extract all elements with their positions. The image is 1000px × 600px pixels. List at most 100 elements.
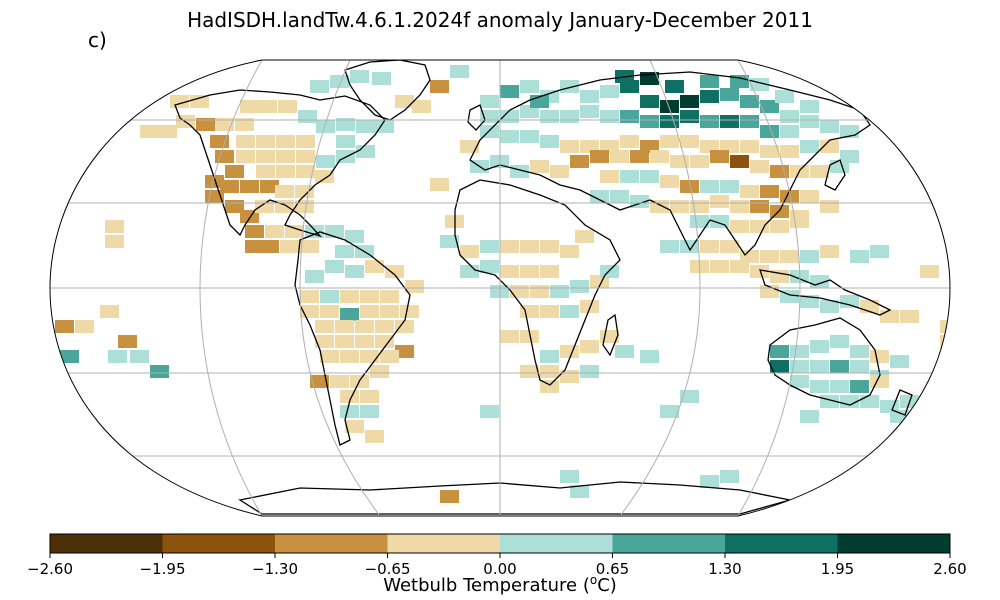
anomaly-cell: [640, 170, 659, 183]
anomaly-cell: [615, 345, 634, 358]
anomaly-cell: [620, 80, 639, 93]
anomaly-cell: [570, 485, 589, 498]
anomaly-cell: [800, 140, 819, 153]
anomaly-cell: [256, 150, 275, 163]
anomaly-cell: [700, 180, 719, 193]
anomaly-cell: [355, 320, 374, 333]
anomaly-cell: [335, 320, 354, 333]
anomaly-cell: [360, 405, 379, 418]
anomaly-cell: [820, 140, 839, 153]
anomaly-cell: [276, 135, 295, 148]
anomaly-cell: [660, 175, 679, 188]
coastline: [759, 269, 892, 316]
anomaly-cell: [540, 350, 559, 363]
anomaly-cell: [830, 335, 849, 348]
anomaly-cell: [700, 115, 719, 128]
anomaly-cell: [520, 265, 539, 278]
anomaly-cell: [215, 118, 234, 131]
anomaly-cell: [580, 365, 599, 378]
colorbar-tick-label: 0.65: [596, 560, 629, 578]
anomaly-cell: [285, 225, 304, 238]
anomaly-cell: [710, 150, 729, 163]
anomaly-cell: [395, 320, 414, 333]
anomaly-cell: [660, 115, 679, 128]
anomaly-cell: [900, 310, 919, 323]
anomaly-cell: [610, 150, 629, 163]
anomaly-cell: [380, 350, 399, 363]
anomaly-cell: [665, 80, 684, 93]
anomaly-cell: [560, 470, 579, 483]
anomaly-cell: [100, 305, 119, 318]
colorbar-tick-label: −0.65: [365, 560, 411, 578]
anomaly-cell: [105, 220, 124, 233]
anomaly-cell: [590, 150, 609, 163]
anomaly-cell: [840, 150, 859, 163]
anomaly-cell: [630, 150, 649, 163]
anomaly-cell: [430, 80, 449, 93]
anomaly-cell: [520, 240, 539, 253]
anomaly-cell: [330, 75, 349, 88]
colorbar-tick-label: 1.95: [821, 560, 854, 578]
anomaly-cell: [108, 350, 127, 363]
anomaly-cell: [296, 150, 315, 163]
anomaly-cell: [810, 380, 829, 393]
anomaly-cell: [660, 100, 679, 113]
anomaly-cell: [600, 140, 619, 153]
anomaly-cell: [750, 265, 769, 278]
anomaly-cell: [540, 135, 559, 148]
anomaly-cell: [240, 100, 259, 113]
anomaly-cell: [345, 230, 364, 243]
anomaly-cell: [850, 360, 869, 373]
anomaly-cell: [460, 265, 479, 278]
anomaly-cell: [580, 340, 599, 353]
coastline: [454, 179, 621, 386]
anomaly-cell: [440, 235, 459, 248]
anomaly-cell: [740, 250, 759, 263]
anomaly-cell: [730, 155, 749, 168]
anomaly-cell: [258, 100, 277, 113]
anomaly-cell: [540, 365, 559, 378]
anomaly-cell: [820, 300, 839, 313]
anomaly-cell: [356, 145, 375, 158]
anomaly-cell: [350, 70, 369, 83]
anomaly-cell: [720, 240, 739, 253]
anomaly-cell: [520, 80, 539, 93]
anomaly-cell: [340, 308, 359, 321]
colorbar-swatch: [387, 534, 500, 553]
anomaly-cell: [60, 350, 79, 363]
anomaly-cell: [380, 305, 399, 318]
anomaly-cell: [118, 335, 137, 348]
anomaly-cell: [780, 145, 799, 158]
longitude-line: [737, 60, 801, 516]
anomaly-cell: [480, 240, 499, 253]
colorbar-tick-label: 1.30: [708, 560, 741, 578]
anomaly-cell: [256, 165, 275, 178]
anomaly-cell: [340, 290, 359, 303]
coastline: [891, 389, 913, 416]
anomaly-cell: [800, 115, 819, 128]
anomaly-cell: [920, 265, 939, 278]
anomaly-cell: [590, 275, 609, 288]
anomaly-cell: [800, 190, 819, 203]
anomaly-cell: [700, 475, 719, 488]
anomaly-cell: [820, 245, 839, 258]
anomaly-cell: [720, 180, 739, 193]
colorbar-swatch: [500, 534, 613, 553]
anomaly-cell: [760, 100, 779, 113]
anomaly-cell: [240, 180, 259, 193]
anomaly-cell: [370, 365, 389, 378]
anomaly-cell: [310, 375, 329, 388]
anomaly-cell: [680, 180, 699, 193]
anomaly-cell: [770, 345, 789, 358]
anomaly-cell: [300, 240, 319, 253]
anomaly-cell: [240, 210, 259, 223]
anomaly-cell: [540, 240, 559, 253]
anomaly-cell: [520, 130, 539, 143]
anomaly-cell: [275, 185, 294, 198]
anomaly-cell: [760, 185, 779, 198]
colorbar-label-super: o: [589, 573, 598, 587]
anomaly-cell: [325, 260, 344, 273]
anomaly-cell: [520, 305, 539, 318]
anomaly-cell: [560, 80, 579, 93]
anomaly-cell: [700, 240, 719, 253]
